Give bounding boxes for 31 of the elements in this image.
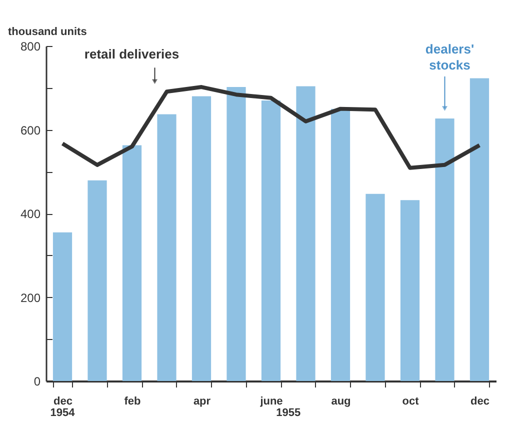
bar [226,87,246,381]
y-tick-label: 0 [34,374,41,388]
line-series [60,85,482,170]
x-tick-label: june [259,396,283,408]
bar [88,180,107,381]
bar [470,78,490,381]
series-label: dealers' stocks [425,41,474,72]
y-tick-label: 400 [20,207,41,221]
x-tick-label: oct [402,396,420,408]
text: 1954 [50,407,76,419]
bar [435,118,454,381]
y-axis-title: thousand units [8,26,87,38]
x-tick-label: aug [331,396,351,408]
y-tick-label: 600 [20,123,41,138]
bar [296,86,316,381]
x-tick-label: dec [54,396,72,408]
text: retail deliveries [84,46,180,62]
bar [52,232,72,381]
x-tick-label: apr [193,396,212,408]
bar [400,200,420,381]
x-tick-label: dec [470,396,490,408]
x-tick-label: feb [124,396,142,408]
bar [122,145,142,381]
y-tick-label: 800 [20,40,41,54]
bar [192,96,212,381]
y-tick-label: 200 [20,290,41,305]
text: 1955 [276,407,301,419]
bar [157,114,176,381]
bar [366,194,385,381]
bar [261,100,281,381]
bar [330,108,350,381]
